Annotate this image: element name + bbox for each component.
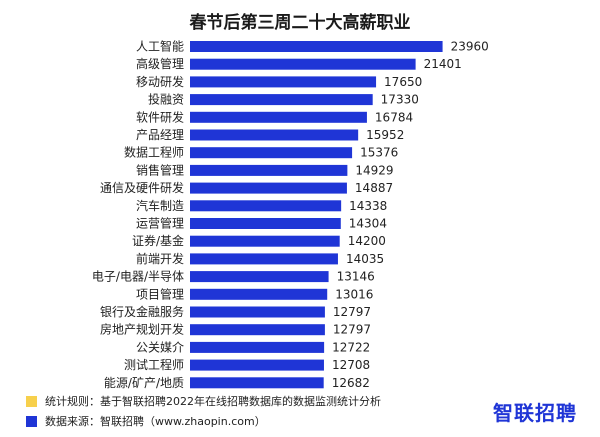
bar xyxy=(190,76,377,88)
stats-rule-text: 统计规则：基于智联招聘2022年在线招聘数据库的数据监测统计分析 xyxy=(45,395,381,408)
value-label: 14338 xyxy=(349,199,387,213)
data-source-swatch xyxy=(26,415,37,427)
data-source-row: 数据来源：智联招聘（www.zhaopin.com） xyxy=(26,413,266,429)
bar xyxy=(190,111,367,123)
stats-rule-swatch xyxy=(26,395,37,407)
category-label: 投融资 xyxy=(148,92,184,107)
bar xyxy=(190,324,325,336)
value-label: 21401 xyxy=(424,57,462,71)
bar xyxy=(190,288,328,300)
bar xyxy=(190,341,325,353)
category-label: 软件研发 xyxy=(136,109,184,124)
zhaopin-logo: 智联招聘 xyxy=(493,401,577,425)
value-label: 12797 xyxy=(333,305,371,319)
value-label: 12797 xyxy=(333,323,371,337)
value-label: 15952 xyxy=(366,128,404,142)
data-source-text: 数据来源：智联招聘（www.zhaopin.com） xyxy=(45,415,266,428)
bar xyxy=(190,182,347,194)
bar xyxy=(190,164,348,176)
stats-rule-row: 统计规则：基于智联招聘2022年在线招聘数据库的数据监测统计分析 xyxy=(26,393,381,409)
bar xyxy=(190,147,353,159)
value-label: 17330 xyxy=(381,93,419,107)
value-label: 13146 xyxy=(337,270,375,284)
category-label: 证券/基金 xyxy=(132,233,184,248)
category-label: 项目管理 xyxy=(136,286,184,301)
value-label: 13016 xyxy=(335,287,373,301)
category-label: 移动研发 xyxy=(136,74,184,89)
value-label: 16784 xyxy=(375,110,413,124)
category-label: 电子/电器/半导体 xyxy=(92,270,184,284)
value-label: 14035 xyxy=(346,252,384,266)
value-label: 15376 xyxy=(360,146,398,160)
category-label: 银行及金融服务 xyxy=(100,304,184,319)
bar xyxy=(190,359,324,371)
category-label: 前端开发 xyxy=(136,251,184,266)
value-label: 14200 xyxy=(348,234,386,248)
bar xyxy=(190,200,342,212)
bar xyxy=(190,271,329,283)
category-label: 高级管理 xyxy=(136,56,184,71)
bar xyxy=(190,58,416,70)
value-label: 12682 xyxy=(332,376,370,390)
bar xyxy=(190,41,443,52)
category-label: 能源/矿产/地质 xyxy=(104,376,184,390)
bar xyxy=(190,129,359,141)
category-label: 销售管理 xyxy=(136,162,184,177)
bar xyxy=(190,94,373,106)
bar xyxy=(190,306,325,318)
bar xyxy=(190,218,341,229)
bar xyxy=(190,253,338,265)
value-label: 14304 xyxy=(349,217,387,231)
category-label: 运营管理 xyxy=(136,216,184,231)
chart-title: 春节后第三周二十大高薪职业 xyxy=(189,13,411,33)
value-label: 14929 xyxy=(355,163,393,177)
category-label: 房地产规划开发 xyxy=(100,322,184,337)
category-label: 汽车制造 xyxy=(136,198,184,213)
value-label: 14887 xyxy=(355,181,393,195)
value-label: 17650 xyxy=(384,75,422,89)
bar-chart: 人工智能 23960 高级管理 21401 移动研发 17650 投融资 17330 软件研发 1… xyxy=(92,39,489,390)
category-label: 测试工程师 xyxy=(124,357,184,372)
value-label: 12722 xyxy=(332,340,370,354)
category-label: 公关媒介 xyxy=(136,340,184,354)
bar xyxy=(190,235,340,247)
value-label: 12708 xyxy=(332,358,370,372)
category-label: 人工智能 xyxy=(136,39,184,54)
category-label: 通信及硬件研发 xyxy=(100,180,184,195)
category-label: 数据工程师 xyxy=(124,145,184,160)
category-label: 产品经理 xyxy=(136,128,184,142)
bar xyxy=(190,377,324,389)
value-label: 23960 xyxy=(451,40,489,54)
